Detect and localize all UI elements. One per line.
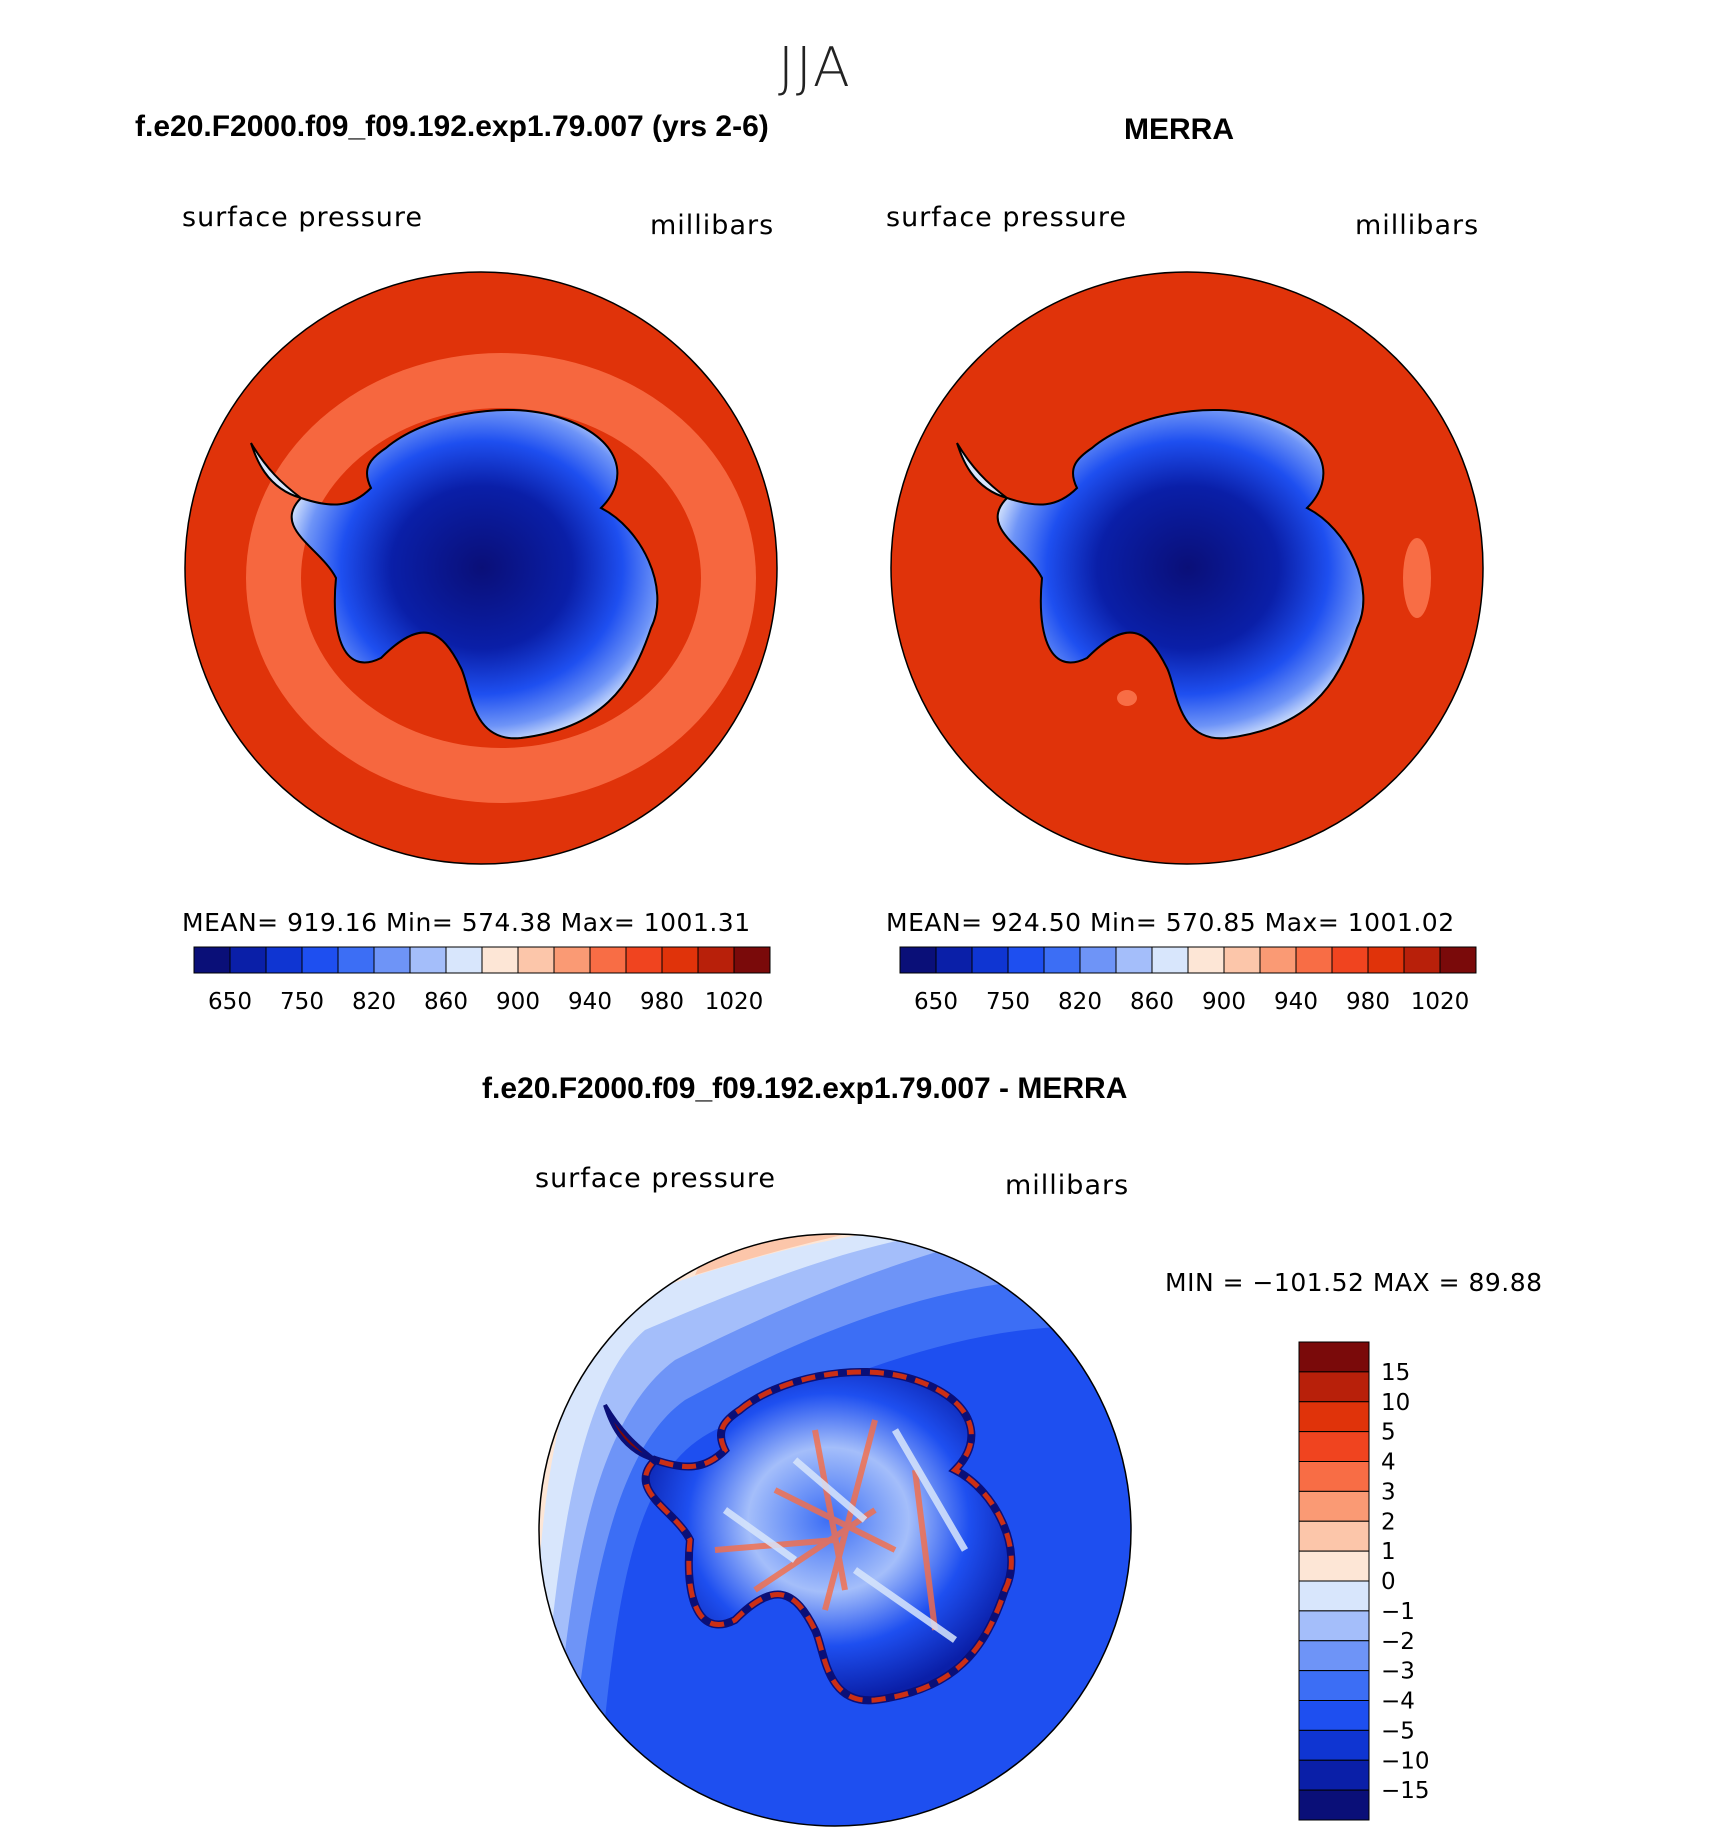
panel1-colorbar-swatch xyxy=(337,946,375,974)
panel2-colorbar-swatch xyxy=(1223,946,1261,974)
panel2-colorbar: 650 750 820 860 900 940 980 1020 xyxy=(899,946,1477,1015)
panel2-colorbar-swatch xyxy=(1439,946,1477,974)
diff-colorbar-tick-label: −4 xyxy=(1381,1689,1415,1715)
panel2-colorbar-tick-label: 820 xyxy=(1058,989,1102,1015)
panel1-colorbar-swatch xyxy=(589,946,627,974)
diff-colorbar-tick-label: −5 xyxy=(1381,1718,1415,1744)
diff-colorbar-swatch xyxy=(1298,1341,1370,1373)
panel2-colorbar-swatch xyxy=(1151,946,1189,974)
panel1-colorbar-swatch xyxy=(193,946,231,974)
diff-colorbar-swatch xyxy=(1298,1431,1370,1462)
diff-colorbar-swatch xyxy=(1298,1371,1370,1403)
panel2-colorbar-swatch xyxy=(1367,946,1405,974)
panel1-colorbar-swatch xyxy=(445,946,483,974)
panel1-title: f.e20.F2000.f09_f09.192.exp1.79.007 (yrs… xyxy=(135,110,769,143)
panel1-colorbar-swatch xyxy=(697,946,735,974)
panel1-colorbar-tick-label: 820 xyxy=(352,989,396,1015)
diff-colorbar-swatch xyxy=(1298,1700,1370,1731)
panel1-colorbar-tick-label: 860 xyxy=(424,989,468,1015)
panel1-colorbar-tick-label: 940 xyxy=(568,989,612,1015)
panel2-colorbar-swatch xyxy=(1331,946,1369,974)
panel2-variable-label: surface pressure xyxy=(886,202,1127,233)
panel1-colorbar: 650 750 820 860 900 940 980 1020 xyxy=(193,946,771,1015)
panel2-colorbar-swatch xyxy=(1403,946,1441,974)
diff-colorbar-tick-label: 1 xyxy=(1381,1539,1396,1565)
panel1-colorbar-swatch xyxy=(409,946,447,974)
diff-colorbar-tick-label: 3 xyxy=(1381,1479,1396,1505)
diff-colorbar-swatch xyxy=(1298,1490,1370,1522)
panel2-colorbar-tick-label: 650 xyxy=(914,989,958,1015)
panel2-colorbar-tick-label: 940 xyxy=(1274,989,1318,1015)
panel2-stats: MEAN= 924.50 Min= 570.85 Max= 1001.02 xyxy=(886,908,1455,937)
panel2-colorbar-swatch xyxy=(1115,946,1153,974)
diff-variable-label: surface pressure xyxy=(535,1163,776,1194)
panel1-colorbar-tick-label: 980 xyxy=(640,989,684,1015)
diff-map xyxy=(538,1233,1132,1827)
panel2-colorbar-swatch xyxy=(899,946,937,974)
panel2-map xyxy=(890,271,1484,865)
panel1-colorbar-swatch xyxy=(481,946,519,974)
panel1-colorbar-swatch xyxy=(373,946,411,974)
panel2-colorbar-swatch xyxy=(971,946,1009,974)
diff-colorbar-tick-label: −3 xyxy=(1381,1659,1415,1685)
diff-minmax: MIN = −101.52 MAX = 89.88 xyxy=(1165,1268,1543,1297)
diff-colorbar-tick-label: −1 xyxy=(1381,1599,1415,1625)
panel2-colorbar-tick-label: 980 xyxy=(1346,989,1390,1015)
panel1-colorbar-tick-label: 650 xyxy=(208,989,252,1015)
panel2-title: MERRA xyxy=(1124,113,1234,146)
diff-colorbar-swatch xyxy=(1298,1640,1370,1672)
season-title: JJA xyxy=(778,36,852,99)
panel2-colorbar-swatch xyxy=(1043,946,1081,974)
diff-colorbar-swatch xyxy=(1298,1550,1370,1582)
diff-colorbar-swatch xyxy=(1298,1729,1370,1761)
diff-colorbar-tick-label: 5 xyxy=(1381,1420,1396,1446)
panel1-units-label: millibars xyxy=(650,210,775,241)
diff-colorbar-swatch xyxy=(1298,1520,1370,1552)
panel2-colorbar-tick-label: 860 xyxy=(1130,989,1174,1015)
panel2-colorbar-tick-label: 1020 xyxy=(1411,989,1470,1015)
diff-colorbar-swatch xyxy=(1298,1759,1370,1791)
panel1-colorbar-tick-label: 900 xyxy=(496,989,540,1015)
panel2-units-label: millibars xyxy=(1355,210,1480,241)
diff-colorbar-swatch xyxy=(1298,1610,1370,1642)
panel2-colorbar-swatch xyxy=(935,946,973,974)
diff-colorbar-tick-label: 15 xyxy=(1381,1360,1410,1386)
diff-colorbar-swatch xyxy=(1298,1401,1370,1433)
diff-colorbar-tick-label: −15 xyxy=(1381,1778,1430,1804)
panel2-colorbar-tick-label: 900 xyxy=(1202,989,1246,1015)
diff-colorbar-tick-label: 10 xyxy=(1381,1390,1410,1416)
panel1-stats: MEAN= 919.16 Min= 574.38 Max= 1001.31 xyxy=(182,908,751,937)
panel1-map xyxy=(184,271,778,865)
panel2-colorbar-tick-label: 750 xyxy=(986,989,1030,1015)
panel1-variable-label: surface pressure xyxy=(182,202,423,233)
panel2-colorbar-swatch xyxy=(1187,946,1225,974)
panel1-colorbar-swatch xyxy=(517,946,555,974)
panel1-colorbar-swatch xyxy=(661,946,699,974)
panel1-colorbar-swatch xyxy=(625,946,663,974)
diff-colorbar-swatch xyxy=(1298,1670,1370,1701)
panel1-colorbar-swatch xyxy=(733,946,771,974)
panel1-colorbar-swatch xyxy=(301,946,339,974)
diff-title: f.e20.F2000.f09_f09.192.exp1.79.007 - ME… xyxy=(482,1072,1128,1105)
diff-colorbar-tick-label: 4 xyxy=(1381,1450,1396,1476)
panel2-colorbar-swatch xyxy=(1259,946,1297,974)
panel1-colorbar-swatch xyxy=(265,946,303,974)
diff-units-label: millibars xyxy=(1005,1170,1130,1201)
diff-colorbar-tick-label: −2 xyxy=(1381,1629,1415,1655)
panel1-colorbar-swatch xyxy=(553,946,591,974)
diff-colorbar-swatch xyxy=(1298,1580,1370,1612)
panel1-colorbar-tick-label: 1020 xyxy=(705,989,764,1015)
diff-colorbar-tick-label: −10 xyxy=(1381,1748,1430,1774)
panel2-colorbar-swatch xyxy=(1007,946,1045,974)
diff-colorbar-swatch xyxy=(1298,1789,1370,1821)
panel2-colorbar-swatch xyxy=(1079,946,1117,974)
diff-colorbar-swatch xyxy=(1298,1461,1370,1492)
panel1-colorbar-tick-label: 750 xyxy=(280,989,324,1015)
panel2-colorbar-swatch xyxy=(1295,946,1333,974)
diff-colorbar-tick-label: 0 xyxy=(1381,1569,1396,1595)
diff-colorbar-tick-label: 2 xyxy=(1381,1509,1396,1535)
panel1-colorbar-swatch xyxy=(229,946,267,974)
